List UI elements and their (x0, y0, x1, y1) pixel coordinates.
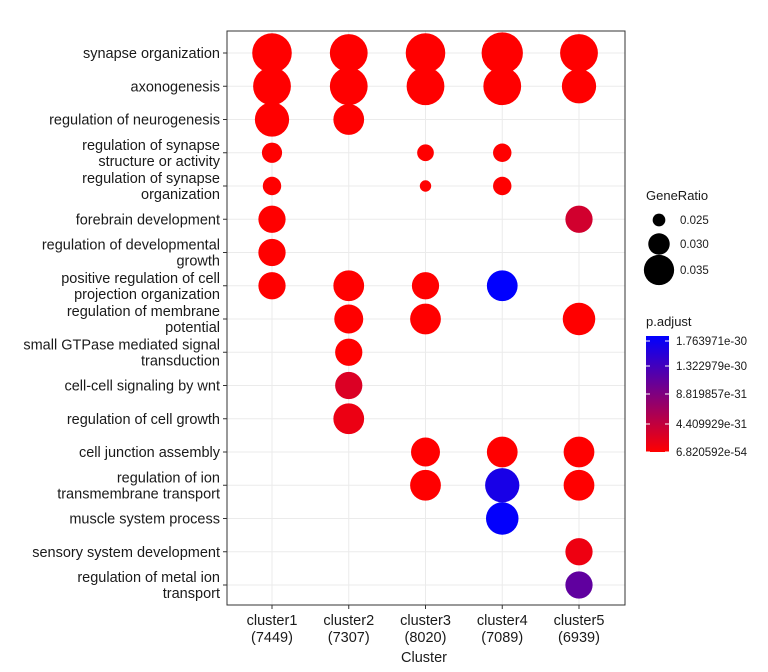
data-point (562, 302, 596, 336)
y-tick-label: regulation of cell growth (67, 412, 220, 428)
data-point (481, 32, 523, 74)
y-tick-label: muscle system process (69, 512, 220, 528)
y-tick-label: small GTPase mediated signal transduction (23, 337, 220, 369)
color-legend-title: p.adjust (646, 314, 692, 329)
size-legend-label: 0.030 (680, 239, 709, 251)
y-tick-label: regulation of synapse organization (82, 171, 220, 203)
y-tick-label: regulation of synapse structure or activi… (82, 138, 221, 170)
y-tick-label: regulation of neurogenesis (49, 113, 220, 129)
size-legend-label: 0.025 (680, 215, 709, 227)
data-point (565, 205, 593, 233)
data-point (333, 104, 365, 135)
x-axis-title: Cluster (401, 650, 447, 666)
data-point (486, 436, 518, 468)
data-point (258, 272, 286, 300)
data-point (485, 468, 520, 503)
size-legend: GeneRatio 0.025 0.030 0.035 (643, 188, 709, 286)
data-point (565, 538, 593, 566)
data-point (329, 67, 368, 106)
data-point (329, 34, 368, 72)
data-point (417, 144, 434, 162)
data-point (565, 571, 593, 599)
color-legend-label: 6.820592e-54 (676, 447, 748, 459)
data-point (334, 304, 364, 334)
data-point (410, 469, 441, 501)
y-axis-labels: synapse organization axonogenesis regulati… (23, 46, 220, 602)
data-point (252, 33, 292, 73)
y-axis-ticks (223, 52, 227, 586)
size-legend-title: GeneRatio (646, 188, 708, 203)
data-point (406, 67, 445, 106)
color-legend-label: 4.409929e-31 (676, 419, 747, 431)
data-point (411, 272, 440, 300)
data-point (485, 502, 519, 535)
data-point (493, 143, 512, 162)
y-tick-label: regulation of metal ion transport (77, 570, 220, 602)
data-point (262, 176, 282, 196)
x-axis-ticks (271, 605, 580, 609)
size-legend-key (652, 213, 666, 227)
data-point (258, 205, 286, 233)
x-tick-label: cluster5 (6939) (554, 613, 605, 646)
data-point (405, 33, 446, 73)
data-point (254, 102, 290, 137)
x-tick-label: cluster4 (7089) (477, 613, 528, 646)
data-point (335, 338, 363, 366)
data-point (410, 303, 441, 335)
x-axis-labels: cluster1 (7449) cluster2 (7307) cluster3 (802… (247, 613, 605, 646)
size-legend-key (643, 254, 675, 286)
y-tick-label: synapse organization (83, 46, 220, 62)
y-tick-label: regulation of ion transmembrane transport (57, 470, 220, 502)
color-legend-gradient-bar (646, 336, 669, 452)
x-tick-label: cluster1 (7449) (247, 613, 298, 646)
data-point (261, 142, 283, 163)
data-point (333, 403, 365, 435)
data-point (493, 176, 512, 196)
size-legend-key (648, 233, 670, 255)
y-tick-label: forebrain development (76, 212, 220, 228)
data-point (411, 437, 440, 467)
y-tick-label: cell-cell signaling by wnt (64, 379, 220, 395)
y-tick-label: sensory system development (32, 545, 220, 561)
data-point (563, 469, 595, 501)
x-tick-label: cluster3 (8020) (400, 613, 451, 646)
y-tick-label: cell junction assembly (79, 445, 221, 461)
data-points (252, 32, 598, 599)
y-tick-label: positive regulation of cell projection or… (61, 271, 220, 303)
color-legend-label: 1.763971e-30 (676, 336, 747, 348)
y-tick-label: axonogenesis (131, 79, 221, 95)
data-point (253, 67, 291, 106)
data-point (486, 270, 518, 302)
data-point (563, 436, 595, 468)
color-legend-label: 1.322979e-30 (676, 361, 747, 373)
size-legend-label: 0.035 (680, 265, 709, 277)
data-point (483, 67, 522, 106)
data-point (419, 180, 432, 192)
data-point (335, 371, 363, 400)
data-point (333, 270, 365, 302)
y-tick-label: regulation of developmental growth (42, 238, 220, 270)
data-point (258, 238, 286, 267)
data-point (561, 69, 597, 104)
y-tick-label: regulation of membrane potential (67, 304, 220, 336)
color-legend-label: 8.819857e-31 (676, 389, 747, 401)
color-legend: p.adjust 1.763971e-30 1.322979e-30 8.81985… (646, 314, 748, 459)
x-tick-label: cluster2 (7307) (323, 613, 374, 646)
data-point (560, 34, 598, 72)
